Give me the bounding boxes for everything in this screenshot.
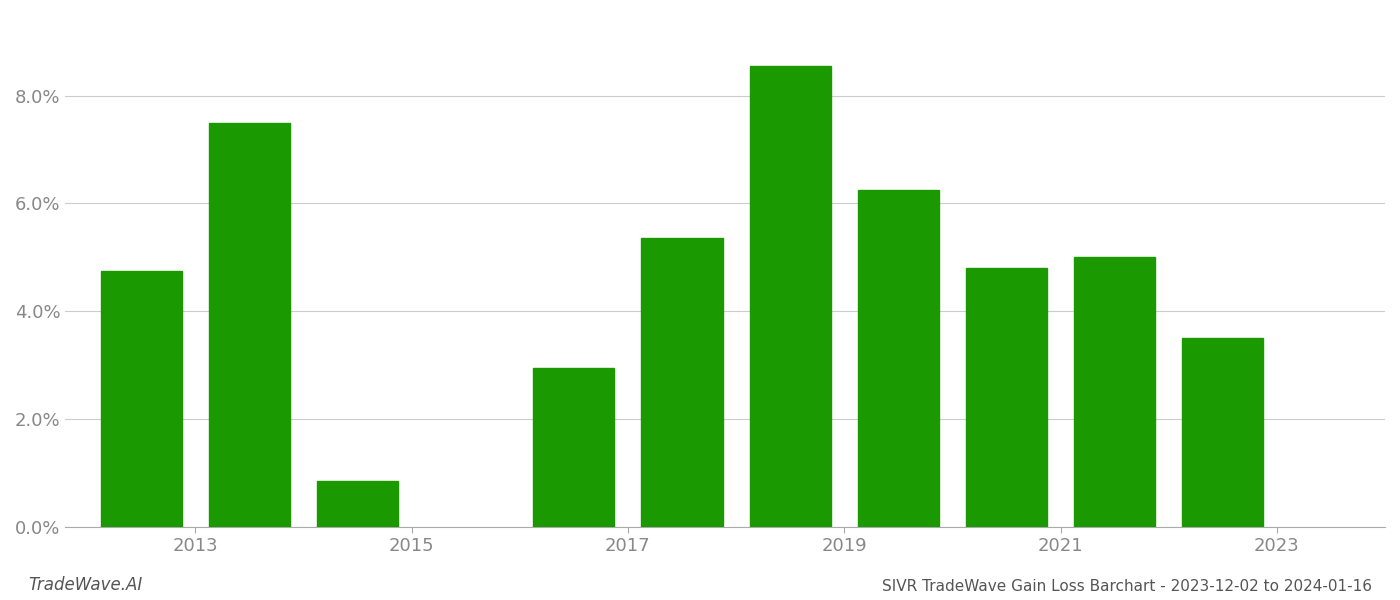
- Bar: [209, 123, 290, 527]
- Bar: [858, 190, 939, 527]
- Bar: [641, 238, 722, 527]
- Text: TradeWave.AI: TradeWave.AI: [28, 576, 143, 594]
- Bar: [1074, 257, 1155, 527]
- Bar: [316, 481, 398, 527]
- Bar: [749, 66, 830, 527]
- Bar: [533, 368, 615, 527]
- Bar: [966, 268, 1047, 527]
- Text: SIVR TradeWave Gain Loss Barchart - 2023-12-02 to 2024-01-16: SIVR TradeWave Gain Loss Barchart - 2023…: [882, 579, 1372, 594]
- Bar: [1182, 338, 1263, 527]
- Bar: [101, 271, 182, 527]
